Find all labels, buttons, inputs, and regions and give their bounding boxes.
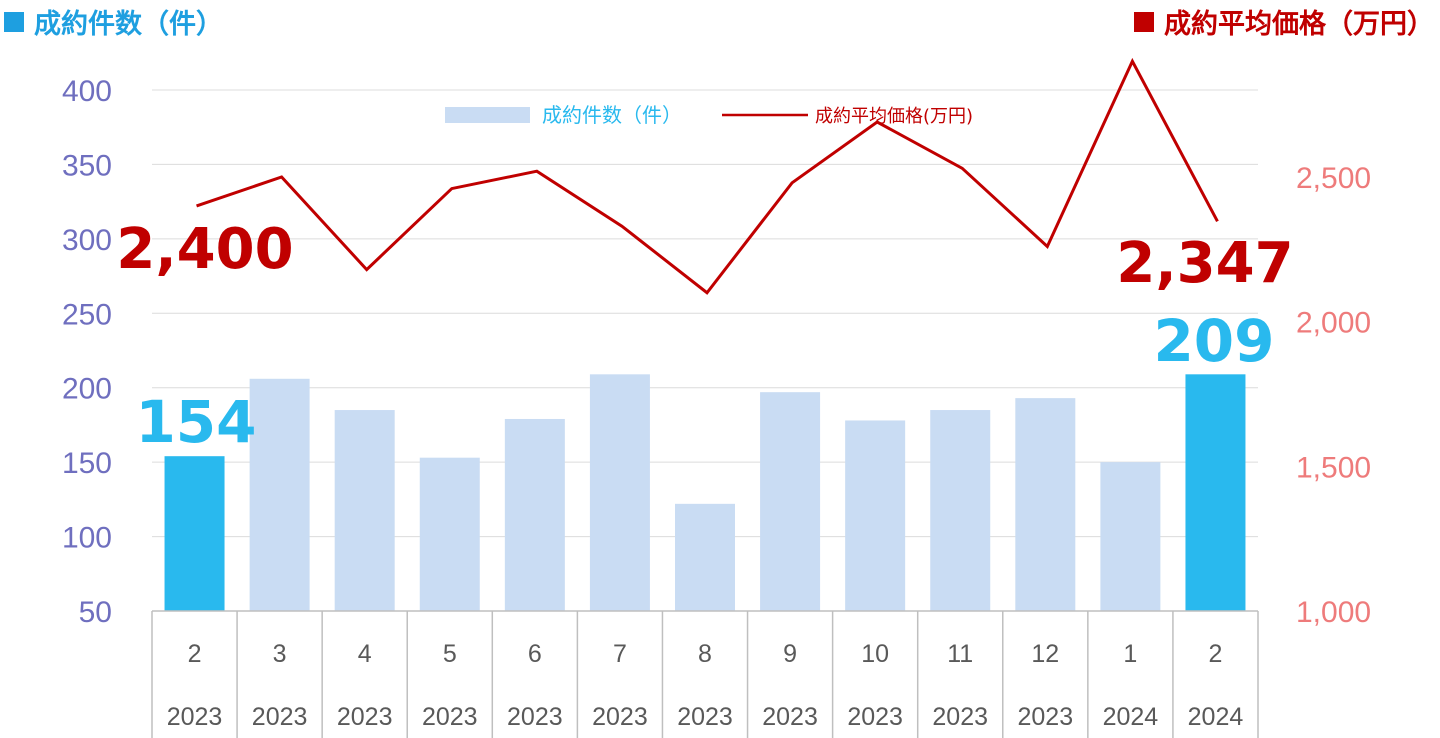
x-tick-label-month: 7: [613, 640, 627, 668]
x-tick-label-month: 6: [528, 640, 542, 668]
bar: [164, 456, 225, 611]
x-tick-label-month: 8: [698, 640, 712, 668]
x-tick-label-month: 1: [1123, 640, 1137, 668]
right-axis-tick-label: 2,000: [1296, 307, 1371, 340]
bar: [930, 410, 991, 611]
callout-line-first: 2,400: [116, 217, 293, 282]
x-tick-label-year: 2023: [1017, 703, 1073, 731]
x-tick-label-month: 11: [947, 640, 973, 668]
line-color-square-icon: [1134, 11, 1154, 32]
legend-bar-label: 成約件数（件）: [542, 103, 682, 127]
x-tick-label-year: 2023: [847, 703, 903, 731]
bar: [675, 503, 735, 611]
right-axis-tick-label: 1,500: [1296, 451, 1371, 484]
callout-line-last: 2,347: [1116, 231, 1293, 296]
x-tick-label-year: 2023: [337, 703, 393, 731]
left-axis-title-text: 成約件数（件）: [34, 9, 223, 40]
x-tick-label-month: 10: [861, 640, 889, 668]
bar: [1015, 398, 1076, 611]
right-axis-tick-label: 2,500: [1296, 162, 1371, 195]
price-line: [196, 57, 1219, 295]
right-axis-title-text: 成約平均価格（万円）: [1164, 9, 1434, 40]
bar: [1185, 374, 1246, 611]
bar: [1100, 462, 1161, 611]
bar: [845, 420, 906, 611]
x-tick-label-month: 2: [1209, 640, 1223, 668]
x-tick-label-year: 2023: [167, 703, 223, 731]
legend-line-label: 成約平均価格(万円): [815, 106, 973, 127]
callout-bar-last: 209: [1153, 307, 1274, 375]
x-tick-label-month: 5: [443, 640, 457, 668]
x-tick-label-year: 2023: [252, 703, 308, 731]
left-axis-tick-label: 300: [62, 224, 112, 257]
x-tick-label-year: 2023: [422, 703, 478, 731]
bar: [249, 378, 310, 611]
callout-bar-first: 154: [135, 388, 256, 456]
x-tick-label-month: 2: [188, 640, 202, 668]
right-axis-tick-label: 1,000: [1296, 596, 1371, 629]
bar: [589, 374, 650, 611]
legend-bar-swatch: [445, 107, 530, 123]
left-axis-tick-label: 350: [62, 149, 112, 182]
left-axis-tick-label: 400: [62, 75, 112, 108]
left-axis-title: 成約件数（件）: [4, 2, 223, 41]
x-tick-label-year: 2023: [507, 703, 563, 731]
x-tick-label-year: 2023: [592, 703, 648, 731]
x-tick-label-month: 9: [783, 640, 797, 668]
right-axis-title: 成約平均価格（万円）: [1134, 2, 1434, 41]
x-tick-label-month: 12: [1031, 640, 1059, 668]
bar: [419, 457, 480, 611]
x-tick-label-month: 3: [273, 640, 287, 668]
x-tick-label-year: 2023: [677, 703, 733, 731]
bar: [760, 392, 821, 611]
x-tick-label-year: 2023: [762, 703, 818, 731]
left-axis-tick-label: 200: [62, 373, 112, 406]
bar: [334, 410, 395, 611]
x-tick-label-month: 4: [358, 640, 372, 668]
left-axis-tick-label: 100: [62, 522, 112, 555]
left-axis-tick-label: 50: [79, 596, 112, 629]
x-tick-label-year: 2023: [932, 703, 988, 731]
bar: [504, 418, 565, 611]
left-axis-tick-label: 250: [62, 298, 112, 331]
x-tick-label-year: 2024: [1103, 703, 1159, 731]
left-axis-tick-label: 150: [62, 447, 112, 480]
bar-color-square-icon: [4, 11, 24, 32]
x-tick-label-year: 2024: [1188, 703, 1244, 731]
